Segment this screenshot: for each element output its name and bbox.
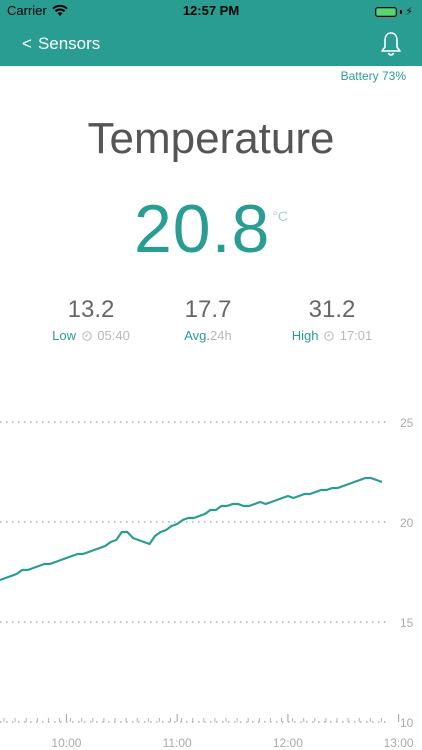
navigation-bar: < Sensors — [0, 22, 422, 66]
stat-low-value: 13.2 — [67, 296, 115, 323]
current-temperature-value: 20.8 — [133, 191, 271, 267]
bell-icon[interactable] — [380, 31, 402, 57]
battery-status-icon: ⚡ — [375, 5, 413, 18]
x-tick-label: 13:00 — [384, 736, 414, 750]
carrier-label: Carrier — [7, 3, 47, 18]
current-reading: 20.8 °C — [0, 190, 422, 268]
x-tick-label: 10:00 — [51, 736, 81, 750]
stat-high: 31.2 High 17:01 — [272, 296, 392, 343]
stat-avg-value: 17.7 — [184, 296, 232, 323]
clock-icon — [324, 331, 334, 341]
stat-low: 13.2 Low 05:40 — [31, 296, 151, 343]
wifi-icon — [52, 4, 68, 16]
temperature-series-line — [0, 476, 383, 582]
back-button-label: Sensors — [37, 34, 101, 53]
status-bar: Carrier 12:57 PM ⚡ — [0, 0, 422, 22]
stat-avg-label: Avg. — [184, 328, 211, 343]
back-button[interactable]: < Sensors — [22, 34, 100, 54]
stat-avg-period: 24h — [210, 328, 232, 343]
clock-icon — [81, 331, 92, 341]
sensor-battery-level: Battery 73% — [340, 69, 406, 83]
x-tick-label: 11:00 — [163, 736, 192, 750]
stat-low-label: Low — [52, 328, 77, 343]
stat-low-time: 05:40 — [97, 328, 130, 343]
temperature-chart[interactable]: 25 20 15 10 10:00 11:00 12:00 13:00 — [0, 405, 422, 750]
y-tick-label: 25 — [400, 416, 414, 430]
carrier-indicator: Carrier — [7, 3, 68, 18]
stat-high-label: High — [291, 328, 319, 343]
status-time: 12:57 PM — [182, 3, 240, 18]
sensor-title: Temperature — [87, 114, 335, 163]
charging-icon: ⚡ — [405, 6, 413, 18]
stats-row: 13.2 Low 05:40 17.7 Avg.24h 31.2 High 17… — [0, 296, 422, 346]
stat-high-value: 31.2 — [308, 296, 356, 323]
y-tick-label: 15 — [400, 616, 414, 630]
y-tick-label: 10 — [400, 716, 414, 730]
chevron-left-icon: < — [22, 34, 32, 53]
x-tick-label: 12:00 — [273, 736, 303, 750]
y-tick-label: 20 — [400, 516, 414, 530]
temperature-unit: °C — [272, 208, 289, 224]
stat-avg: 17.7 Avg.24h — [148, 296, 268, 343]
stat-high-time: 17:01 — [339, 328, 373, 343]
